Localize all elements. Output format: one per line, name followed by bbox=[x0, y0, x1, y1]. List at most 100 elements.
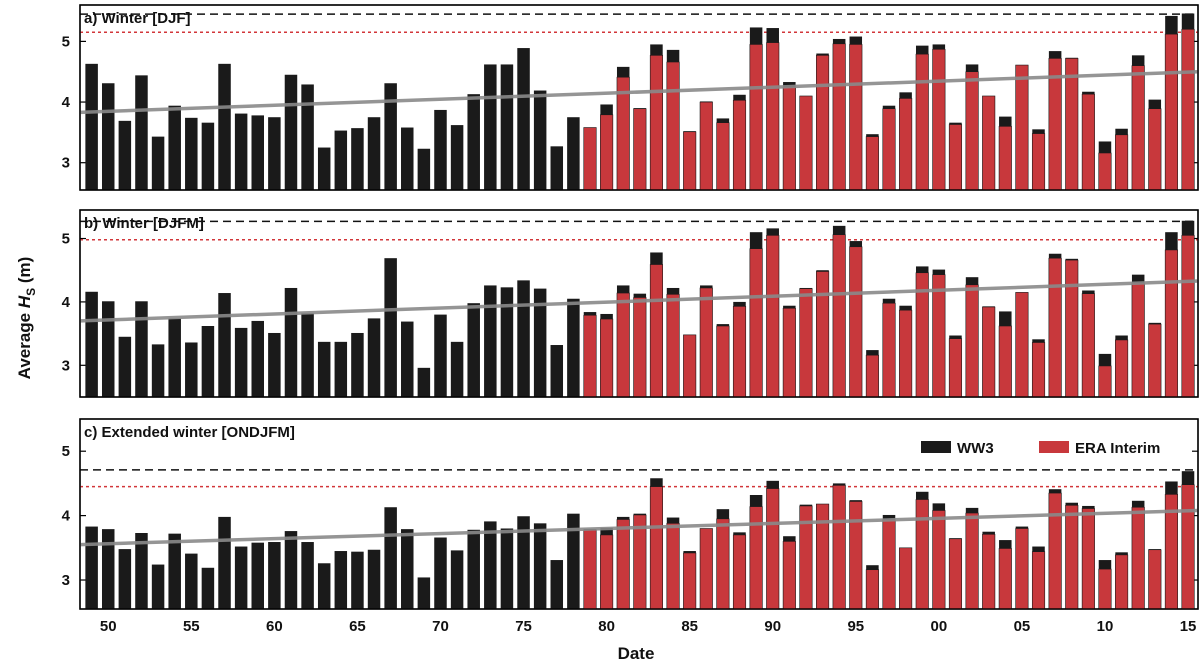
ww3-bar bbox=[334, 130, 348, 190]
panel-frame-edge bbox=[79, 209, 1199, 398]
ww3-bar bbox=[317, 147, 331, 190]
ww3-bar bbox=[234, 113, 248, 190]
x-tick-label: 50 bbox=[100, 618, 117, 635]
era-bar bbox=[1148, 323, 1162, 398]
era-bar bbox=[600, 114, 614, 191]
panel-title: a) Winter [DJF] bbox=[84, 10, 191, 27]
ww3-bar bbox=[351, 128, 364, 190]
ww3-bar bbox=[417, 367, 431, 397]
era-bar bbox=[816, 503, 830, 610]
ww3-bar bbox=[567, 513, 580, 609]
ww3-bar bbox=[434, 537, 447, 609]
era-bar bbox=[915, 499, 929, 610]
ww3-bar bbox=[484, 521, 497, 609]
era-bar bbox=[932, 274, 946, 398]
ww3-bar bbox=[434, 314, 447, 397]
era-bar bbox=[982, 95, 996, 191]
era-bar bbox=[699, 528, 713, 610]
x-tick-label: 65 bbox=[349, 618, 366, 635]
ww3-bar bbox=[550, 560, 564, 609]
era-bar bbox=[782, 307, 796, 398]
ww3-bar bbox=[185, 553, 198, 609]
ww3-bar bbox=[168, 533, 181, 609]
era-bar bbox=[1181, 484, 1195, 610]
ww3-bar bbox=[384, 258, 397, 397]
ww3-bar bbox=[334, 341, 348, 397]
ww3-bar bbox=[417, 148, 431, 190]
ww3-bar bbox=[101, 301, 115, 397]
x-tick-label: 85 bbox=[681, 618, 698, 635]
era-bar bbox=[699, 287, 713, 398]
y-tick-label: 4 bbox=[62, 294, 71, 311]
era-bar bbox=[716, 518, 730, 610]
era-bar bbox=[732, 99, 747, 191]
era-bar bbox=[849, 246, 863, 398]
y-tick-label: 3 bbox=[62, 155, 70, 172]
ww3-bar bbox=[401, 321, 414, 397]
era-bar bbox=[583, 127, 597, 191]
ww3-bar bbox=[384, 507, 397, 609]
ww3-bar bbox=[234, 546, 248, 609]
ww3-bar bbox=[533, 523, 547, 609]
y-axis-title-symbol: H bbox=[15, 295, 34, 308]
ww3-bar bbox=[301, 84, 314, 190]
ww3-bar bbox=[517, 48, 530, 190]
era-bar bbox=[1148, 108, 1162, 191]
era-bar bbox=[882, 519, 896, 610]
ww3-bar bbox=[168, 105, 181, 190]
ww3-bar bbox=[268, 542, 281, 609]
panel-title: c) Extended winter [ONDJFM] bbox=[84, 424, 295, 441]
era-bar bbox=[666, 61, 680, 191]
ww3-bar bbox=[85, 291, 98, 397]
era-bar bbox=[1115, 339, 1129, 398]
era-bar bbox=[616, 292, 630, 398]
era-bar bbox=[766, 235, 780, 398]
panel-2: 3 4 5 b) Winter [DJFM] bbox=[62, 209, 1199, 398]
ww3-bar bbox=[401, 529, 414, 609]
era-bar bbox=[882, 302, 896, 398]
legend: WW3 ERA Interim bbox=[921, 440, 1160, 457]
y-axis-title-suffix: (m) bbox=[15, 257, 34, 288]
ww3-bar bbox=[450, 341, 464, 397]
x-axis-title: Date bbox=[618, 644, 655, 663]
ww3-bar bbox=[118, 120, 132, 190]
era-bar bbox=[816, 55, 830, 191]
y-tick-label: 4 bbox=[62, 94, 71, 111]
ww3-bar bbox=[367, 318, 381, 397]
ww3-bar bbox=[251, 115, 265, 190]
ww3-bar bbox=[384, 83, 397, 190]
x-tick-label: 80 bbox=[598, 618, 615, 635]
ww3-bar bbox=[450, 125, 464, 190]
era-bar bbox=[1115, 554, 1129, 610]
era-bar bbox=[832, 43, 846, 191]
ww3-bar bbox=[500, 528, 514, 609]
ww3-bar bbox=[201, 122, 215, 190]
era-bar bbox=[1098, 568, 1112, 610]
y-tick-label: 3 bbox=[62, 572, 70, 589]
era-bar bbox=[633, 108, 647, 191]
ww3-bar bbox=[135, 301, 148, 397]
era-bar bbox=[832, 485, 846, 610]
ww3-bar bbox=[484, 64, 497, 190]
trend-line bbox=[79, 69, 1199, 115]
era-bar bbox=[799, 95, 813, 191]
legend-swatch-era bbox=[1039, 441, 1069, 453]
era-bar bbox=[1115, 134, 1129, 191]
legend-swatch-ww3 bbox=[921, 441, 951, 453]
x-tick-label: 10 bbox=[1097, 618, 1114, 635]
era-bar bbox=[782, 541, 796, 610]
era-bar bbox=[649, 55, 663, 191]
era-bar bbox=[766, 488, 780, 610]
era-bar bbox=[749, 506, 763, 610]
ww3-bar bbox=[168, 318, 181, 397]
ww3-bar bbox=[317, 341, 331, 397]
legend-label-era: ERA Interim bbox=[1075, 440, 1160, 457]
era-bar bbox=[1098, 365, 1112, 398]
era-bar bbox=[1031, 342, 1046, 398]
era-bar bbox=[899, 98, 913, 191]
era-bar bbox=[832, 234, 846, 398]
ww3-bar bbox=[351, 551, 364, 609]
legend-label-ww3: WW3 bbox=[957, 440, 994, 457]
era-bar bbox=[1131, 65, 1145, 191]
ww3-bar bbox=[135, 533, 148, 609]
